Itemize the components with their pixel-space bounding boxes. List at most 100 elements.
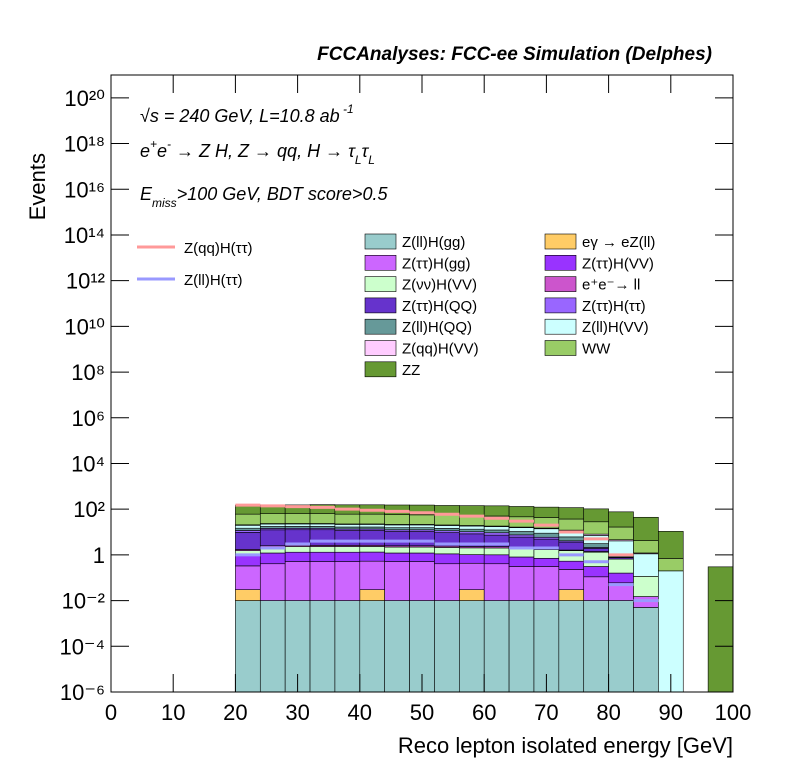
- histogram-bar: [385, 505, 410, 515]
- histogram-bar: [285, 562, 310, 601]
- legend-label: Z(ll)H(gg): [402, 234, 465, 251]
- histogram-bar: [434, 515, 459, 525]
- histogram-bar: [235, 528, 260, 530]
- annotation-part: L: [355, 153, 362, 167]
- histogram-bar: [459, 590, 484, 601]
- y-tick-label: 10⁻⁶: [60, 680, 105, 705]
- histogram-bar: [434, 564, 459, 601]
- histogram-bar: [385, 562, 410, 601]
- legend-swatch: [365, 362, 396, 377]
- histogram-bar: [459, 506, 484, 516]
- histogram-bar: [559, 537, 584, 541]
- legend-label: Z(ττ)H(gg): [402, 255, 471, 272]
- histogram-bar: [658, 558, 683, 570]
- histogram-bar: [633, 541, 658, 553]
- y-tick-label: 10¹⁶: [64, 177, 105, 202]
- histogram-bar: [633, 517, 658, 540]
- histogram-bar: [310, 524, 335, 526]
- x-tick-label: 80: [596, 700, 620, 725]
- histogram-bar: [609, 559, 634, 573]
- histogram-bar: [410, 553, 435, 562]
- histogram-bar: [360, 524, 385, 527]
- histogram-bar: [260, 524, 285, 526]
- histogram-bar: [410, 532, 435, 546]
- histogram-bar: [385, 532, 410, 546]
- annotation-part: -1: [340, 102, 354, 116]
- annotation-part: e: [140, 141, 150, 161]
- histogram-bar: [509, 535, 534, 537]
- histogram-bar: [509, 601, 534, 692]
- histogram-bar: [534, 567, 559, 601]
- y-tick-label: 10⁻²: [62, 589, 105, 614]
- histogram-bar: [534, 550, 559, 559]
- legend-swatch: [365, 341, 396, 356]
- y-tick-label: 10¹⁴: [64, 223, 105, 248]
- legend-label: Z(qq)H(ττ): [184, 240, 253, 257]
- histogram-bar: [385, 553, 410, 562]
- histogram-bar: [434, 525, 459, 528]
- histogram-bar: [459, 526, 484, 529]
- histogram-bar: [559, 569, 584, 589]
- histogram-bar: [310, 562, 335, 601]
- histogram-bar: [584, 548, 609, 551]
- annotation-part: √s = 240 GeV, L=10.8 ab: [140, 106, 340, 126]
- histogram-bar: [434, 601, 459, 692]
- histogram-bar: [360, 514, 385, 524]
- histogram-bar: [360, 531, 385, 546]
- annotation-part: → Z H, Z → qq, H → τ: [171, 141, 356, 161]
- x-tick-label: 10: [161, 700, 185, 725]
- histogram-bar: [584, 509, 609, 522]
- histogram-bar: [310, 552, 335, 561]
- legend-swatch: [365, 234, 396, 249]
- legend-swatch: [545, 234, 576, 249]
- histogram-bar: [260, 601, 285, 692]
- legend-label: Z(ll)H(QQ): [402, 319, 472, 336]
- histogram-bar: [559, 508, 584, 519]
- histogram-bar: [584, 567, 609, 577]
- y-tick-label: 10⁶: [71, 406, 105, 431]
- legend-swatch: [365, 277, 396, 292]
- x-tick-label: 90: [659, 700, 683, 725]
- y-tick-label: 10⁻⁴: [59, 634, 105, 659]
- legend-label: ZZ: [402, 362, 420, 379]
- legend-swatch: [365, 319, 396, 334]
- histogram-bar: [509, 528, 534, 532]
- histogram-bar: [410, 515, 435, 525]
- histogram-bar: [484, 527, 509, 530]
- annotation-part: e: [157, 141, 167, 161]
- y-tick-label: 10⁸: [71, 360, 105, 385]
- x-axis-label: Reco lepton isolated energy [GeV]: [398, 733, 733, 758]
- x-tick-label: 20: [223, 700, 247, 725]
- annotation-part: >100 GeV, BDT score>0.5: [177, 184, 389, 204]
- annotation-part: miss: [152, 196, 177, 210]
- histogram-bar: [534, 558, 559, 566]
- histogram-bar: [235, 514, 260, 525]
- histogram-bar: [509, 506, 534, 516]
- histogram-bar: [509, 557, 534, 567]
- histogram-bar: [534, 507, 559, 517]
- histogram-bar: [658, 571, 683, 692]
- legend-label: Z(qq)H(VV): [402, 341, 479, 358]
- histogram-bar: [360, 546, 385, 552]
- legend-swatch: [545, 298, 576, 313]
- histogram-bar: [559, 590, 584, 601]
- histogram-bar: [509, 537, 534, 548]
- histogram-bar: [410, 547, 435, 553]
- histogram-bar: [360, 552, 385, 561]
- histogram-bar: [484, 601, 509, 692]
- histogram-bar: [235, 566, 260, 590]
- legend-label: Z(ll)H(ττ): [184, 272, 243, 289]
- histogram-bar: [434, 547, 459, 553]
- histogram-bar: [534, 533, 559, 537]
- histogram-bar: [410, 525, 435, 528]
- histogram-bar: [285, 547, 310, 553]
- y-tick-label: 10¹⁸: [64, 132, 105, 157]
- histogram-bar: [235, 525, 260, 528]
- histogram-bar: [484, 530, 509, 533]
- histogram-bar: [459, 548, 484, 555]
- histogram-bar: [335, 601, 360, 692]
- histogram-bar: [260, 514, 285, 524]
- histogram-bar: [434, 554, 459, 564]
- histogram-bar: [335, 524, 360, 527]
